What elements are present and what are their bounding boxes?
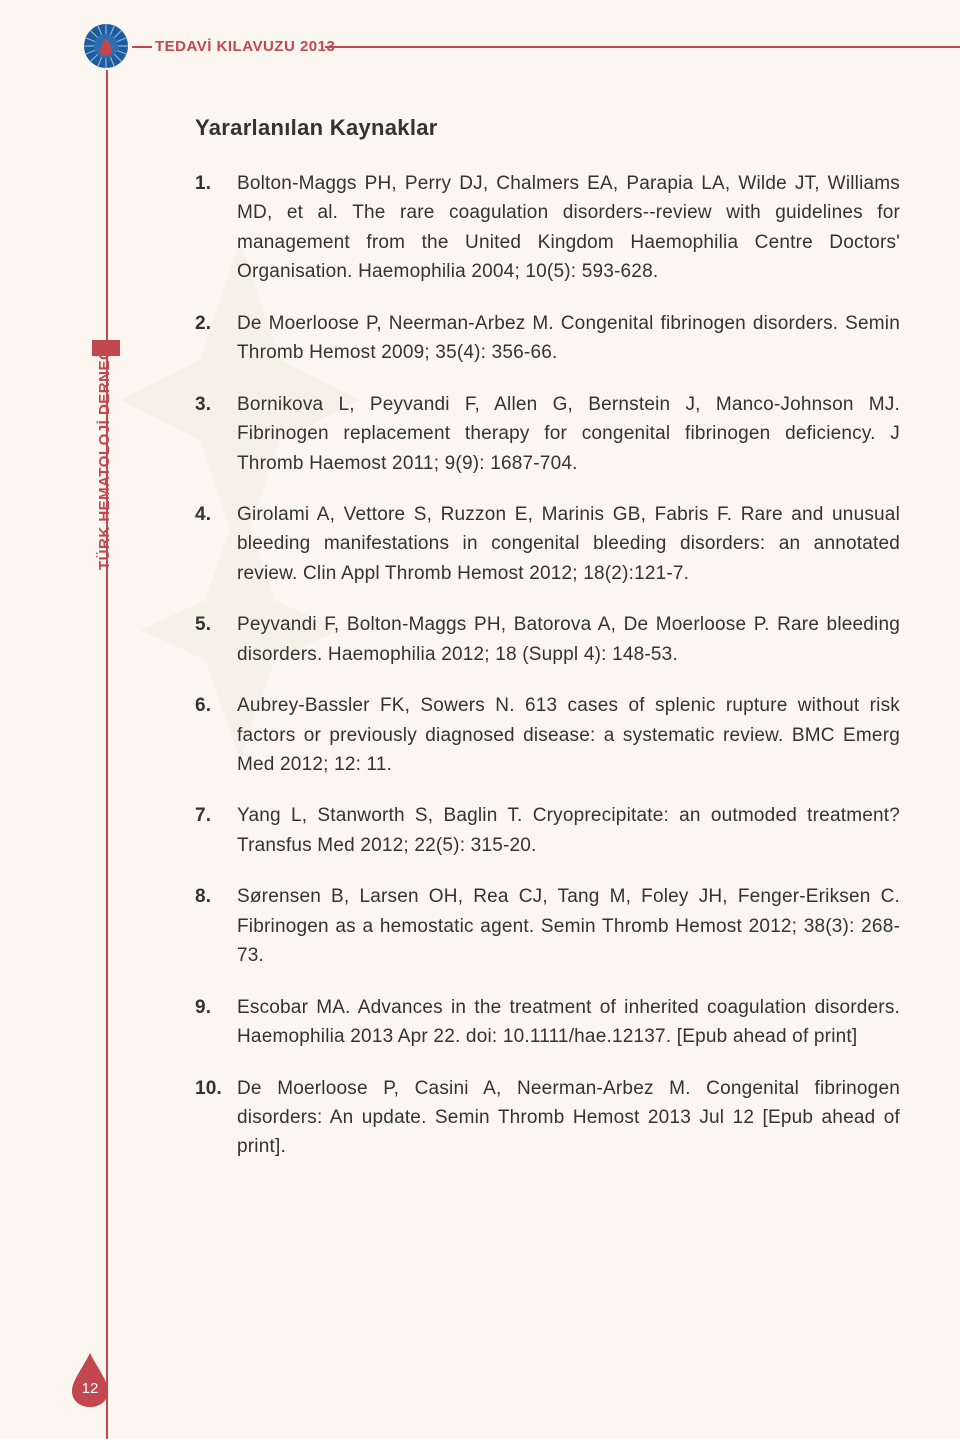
- reference-item: Girolami A, Vettore S, Ruzzon E, Marinis…: [195, 500, 900, 588]
- page: TEDAVİ KILAVUZU 2013 TÜRK HEMATOLOJİ DER…: [0, 0, 960, 1439]
- section-heading: Yararlanılan Kaynaklar: [195, 115, 900, 141]
- main-content: Yararlanılan Kaynaklar Bolton-Maggs PH, …: [195, 115, 900, 1184]
- reference-item: Sørensen B, Larsen OH, Rea CJ, Tang M, F…: [195, 882, 900, 970]
- reference-item: Aubrey-Bassler FK, Sowers N. 613 cases o…: [195, 691, 900, 779]
- reference-item: De Moerloose P, Neerman-Arbez M. Congeni…: [195, 309, 900, 368]
- organization-logo-icon: [80, 20, 132, 72]
- page-number-text: 12: [82, 1380, 99, 1397]
- drop-icon: 12: [68, 1351, 112, 1409]
- page-number: 12: [68, 1351, 112, 1409]
- reference-item: Yang L, Stanworth S, Baglin T. Cryopreci…: [195, 801, 900, 860]
- vertical-rule: [106, 70, 108, 1439]
- reference-item: Bornikova L, Peyvandi F, Allen G, Bernst…: [195, 390, 900, 478]
- header-title: TEDAVİ KILAVUZU 2013: [155, 38, 335, 55]
- reference-list: Bolton-Maggs PH, Perry DJ, Chalmers EA, …: [195, 169, 900, 1162]
- header-bar: TEDAVİ KILAVUZU 2013: [80, 20, 960, 70]
- reference-item: Peyvandi F, Bolton-Maggs PH, Batorova A,…: [195, 610, 900, 669]
- reference-item: De Moerloose P, Casini A, Neerman-Arbez …: [195, 1074, 900, 1162]
- header-line-left: [132, 46, 152, 48]
- reference-item: Bolton-Maggs PH, Perry DJ, Chalmers EA, …: [195, 169, 900, 287]
- reference-item: Escobar MA. Advances in the treatment of…: [195, 993, 900, 1052]
- header-line-right: [325, 46, 960, 48]
- sidebar-label: TÜRK HEMATOLOJİ DERNEĞİ: [96, 343, 113, 570]
